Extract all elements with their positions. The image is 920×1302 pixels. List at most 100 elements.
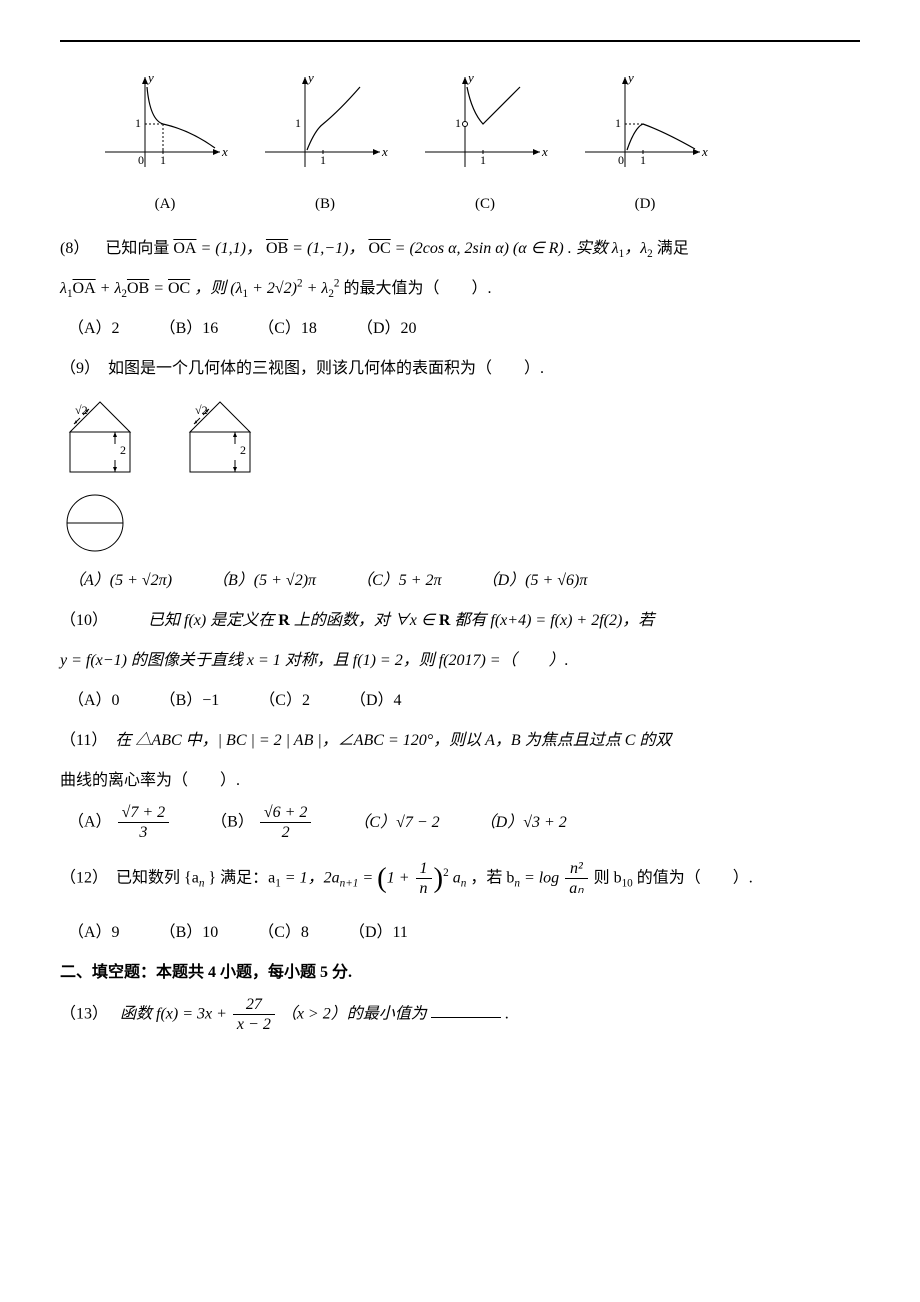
svg-text:1: 1 <box>160 153 166 167</box>
q10-l1a: 已知 f(x) 是定义在 <box>148 612 278 629</box>
svg-text:y: y <box>306 72 314 85</box>
q12-td: = <box>362 869 377 886</box>
q12-ta: 已知数列 {a <box>116 869 199 886</box>
q8-optA: （A）2 <box>68 311 120 346</box>
blank-fill[interactable] <box>431 1001 501 1018</box>
q12-optC: （C）8 <box>258 915 309 950</box>
q10-options: （A）0 （B）−1 （C）2 （D）4 <box>68 683 860 718</box>
q8-sub2a: 2 <box>647 248 653 260</box>
top-view <box>60 488 860 558</box>
q10-R2: R <box>439 612 451 629</box>
svg-text:2: 2 <box>120 443 126 457</box>
q8-OA: OA <box>173 240 196 257</box>
svg-text:√2: √2 <box>75 403 88 417</box>
q11-optB: （B） √6 + 22 <box>211 803 313 842</box>
q8-l2b: + λ <box>100 280 122 297</box>
q11-optA: （A） √7 + 23 <box>68 803 171 842</box>
q8-OC: OC <box>368 240 390 257</box>
q8-line2: λ1OA + λ2OB = OC ，则 (λ1 + 2√2)2 + λ22 的最… <box>60 271 860 306</box>
q10-line2: y = f(x−1) 的图像关于直线 x = 1 对称，且 f(1) = 2，则… <box>60 643 860 678</box>
q13-line: （13） 函数 f(x) = 3x + 27x − 2 （x > 2）的最小值为… <box>60 995 860 1034</box>
side-view: √2 2 <box>180 392 260 482</box>
q8-l2d: ，则 (λ <box>194 280 242 297</box>
q8-l2c: = <box>153 280 168 297</box>
q8-eqOA: = (1,1)， <box>196 240 261 257</box>
svg-text:x: x <box>221 144 228 159</box>
q9-line: （9） 如图是一个几何体的三视图，则该几何体的表面积为（ ）. <box>60 351 860 386</box>
q9-text: 如图是一个几何体的三视图，则该几何体的表面积为（ ）. <box>108 360 544 377</box>
q10-R1: R <box>278 612 290 629</box>
svg-text:0: 0 <box>138 153 144 167</box>
q8-mid1: ，λ <box>624 240 647 257</box>
svg-text:1: 1 <box>640 153 646 167</box>
section2-heading: 二、填空题：本题共 4 小题，每小题 5 分. <box>60 955 860 990</box>
q9-optD: （D）(5 + √6)π <box>482 563 588 598</box>
q12-optA: （A）9 <box>68 915 120 950</box>
q12-prefix: （12） <box>60 869 108 886</box>
graph-c-svg: 1 1 x y <box>420 72 550 182</box>
q10-line1: （10） 已知 f(x) 是定义在 R 上的函数，对 ∀x ∈ R 都有 f(x… <box>60 603 860 638</box>
q9-optC: （C）5 + 2π <box>356 563 442 598</box>
q12-tc: = 1，2a <box>285 869 340 886</box>
graph-b-svg: 1 1 x y <box>260 72 390 182</box>
q8-l2e: + 2√2) <box>252 280 297 297</box>
svg-text:2: 2 <box>240 443 246 457</box>
rparen-icon: ) <box>434 862 444 894</box>
top-rule <box>60 40 860 42</box>
q8-line1: (8） 已知向量 OA = (1,1)， OB = (1,−1)， OC = (… <box>60 231 860 266</box>
q11-optC: （C）√7 − 2 <box>353 805 439 840</box>
q13-prefix: （13） <box>60 1005 108 1022</box>
q9-optB: （B）(5 + √2)π <box>212 563 316 598</box>
lparen-icon: ( <box>377 862 387 894</box>
graph-b-label: (B) <box>315 188 335 221</box>
q8-OB: OB <box>266 240 288 257</box>
graph-d: 0 1 1 x y (D) <box>580 72 710 221</box>
q8-prefix: (8） <box>60 240 89 257</box>
svg-text:1: 1 <box>295 116 301 130</box>
q8-text-before: 已知向量 <box>105 240 169 257</box>
q11-options: （A） √7 + 23 （B） √6 + 22 （C）√7 − 2 （D）√3 … <box>68 803 860 842</box>
q8-mid2: 满足 <box>657 240 689 257</box>
svg-text:1: 1 <box>135 116 141 130</box>
q10-optA: （A）0 <box>68 683 120 718</box>
svg-text:x: x <box>381 144 388 159</box>
q8-options: （A）2 （B）16 （C）18 （D）20 <box>68 311 860 346</box>
q12-th: 则 b <box>594 869 622 886</box>
graph-c-label: (C) <box>475 188 495 221</box>
graph-c: 1 1 x y (C) <box>420 72 550 221</box>
q12-tf: ，若 b <box>470 869 514 886</box>
svg-text:√2: √2 <box>195 403 208 417</box>
graph-b: 1 1 x y (B) <box>260 72 390 221</box>
graph-a-svg: 0 1 1 x y <box>100 72 230 182</box>
q10-optB: （B）−1 <box>160 683 220 718</box>
svg-text:1: 1 <box>480 153 486 167</box>
svg-text:y: y <box>466 72 474 85</box>
svg-text:1: 1 <box>455 116 461 130</box>
q12-ti: 的值为（ ）. <box>637 869 753 886</box>
front-view: √2 2 <box>60 392 140 482</box>
graph-d-label: (D) <box>635 188 656 221</box>
q12-options: （A）9 （B）10 （C）8 （D）11 <box>68 915 860 950</box>
q8-eqOB: = (1,−1)， <box>288 240 364 257</box>
q11-prefix: （11） <box>60 732 107 749</box>
q12-optD: （D）11 <box>349 915 408 950</box>
svg-text:y: y <box>626 72 634 85</box>
q12-te: a <box>453 869 461 886</box>
graph-d-svg: 0 1 1 x y <box>580 72 710 182</box>
q9-prefix: （9） <box>60 360 100 377</box>
q10-prefix: （10） <box>60 612 108 629</box>
q11-optD: （D）√3 + 2 <box>480 805 567 840</box>
q12-line: （12） 已知数列 {an } 满足：a1 = 1，2an+1 = (1 + 1… <box>60 847 860 910</box>
q11-line1: （11） 在 △ABC 中，| BC | = 2 | AB |，∠ABC = 1… <box>60 723 860 758</box>
q8-l2f: + λ <box>307 280 329 297</box>
q8-eqOC: = (2cos α, 2sin α) (α ∈ R) . 实数 λ <box>391 240 619 257</box>
graph-a: 0 1 1 x y (A) <box>100 72 230 221</box>
q10-l1c: 都有 f(x+4) = f(x) + 2f(2)，若 <box>454 612 654 629</box>
q10-optD: （D）4 <box>350 683 402 718</box>
three-views: √2 2 √2 2 <box>60 392 860 482</box>
q11-l1: 在 △ABC 中，| BC | = 2 | AB |，∠ABC = 120°，则… <box>115 732 671 749</box>
q10-l1b: 上的函数，对 ∀x ∈ <box>294 612 439 629</box>
graphs-row: 0 1 1 x y (A) 1 1 x y (B) <box>100 72 860 221</box>
q8-optB: （B）16 <box>160 311 219 346</box>
svg-text:0: 0 <box>618 153 624 167</box>
